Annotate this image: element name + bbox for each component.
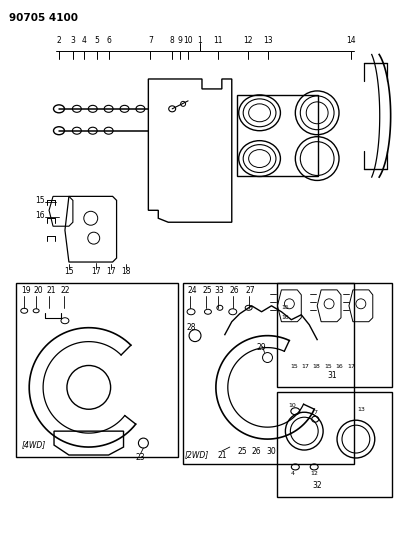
Text: 25: 25 bbox=[203, 286, 213, 295]
Text: 15: 15 bbox=[281, 305, 289, 310]
Text: 19: 19 bbox=[21, 286, 31, 295]
Text: 17: 17 bbox=[91, 268, 101, 277]
Text: [4WD]: [4WD] bbox=[21, 441, 45, 449]
Text: 30: 30 bbox=[267, 447, 276, 456]
Text: 10: 10 bbox=[289, 403, 296, 408]
Text: 9: 9 bbox=[178, 36, 183, 45]
Text: 15: 15 bbox=[291, 364, 298, 369]
Bar bbox=[277, 392, 392, 497]
Text: 31: 31 bbox=[327, 371, 337, 380]
Text: 27: 27 bbox=[246, 286, 255, 295]
Text: 4: 4 bbox=[81, 36, 86, 45]
Text: 14: 14 bbox=[346, 36, 356, 45]
Text: 25: 25 bbox=[238, 447, 248, 456]
Text: 15: 15 bbox=[324, 364, 332, 369]
Text: 15: 15 bbox=[35, 196, 45, 205]
Bar bbox=[183, 283, 354, 464]
Text: 3: 3 bbox=[70, 36, 75, 45]
Text: 17: 17 bbox=[106, 268, 115, 277]
Text: 16: 16 bbox=[281, 315, 289, 320]
Text: 7: 7 bbox=[313, 410, 317, 415]
Text: 15: 15 bbox=[64, 268, 74, 277]
Text: 24: 24 bbox=[187, 286, 197, 295]
Text: 5: 5 bbox=[94, 36, 99, 45]
Text: 21: 21 bbox=[46, 286, 56, 295]
Text: 26: 26 bbox=[252, 447, 261, 456]
Text: 18: 18 bbox=[312, 364, 320, 369]
Bar bbox=[237, 95, 318, 176]
Text: 12: 12 bbox=[243, 36, 252, 45]
Bar bbox=[16, 283, 178, 457]
Text: 10: 10 bbox=[183, 36, 193, 45]
Text: 8: 8 bbox=[170, 36, 175, 45]
Text: 33: 33 bbox=[215, 286, 224, 295]
Text: 20: 20 bbox=[33, 286, 43, 295]
Text: 29: 29 bbox=[257, 343, 266, 352]
Bar bbox=[277, 283, 392, 387]
Text: 13: 13 bbox=[263, 36, 272, 45]
Text: 7: 7 bbox=[148, 36, 153, 45]
Text: [2WD]: [2WD] bbox=[185, 450, 209, 459]
Text: 22: 22 bbox=[61, 286, 70, 295]
Text: 23: 23 bbox=[136, 453, 145, 462]
Text: 4: 4 bbox=[291, 471, 295, 477]
Text: 17: 17 bbox=[301, 364, 309, 369]
Text: 32: 32 bbox=[312, 481, 322, 490]
Text: 28: 28 bbox=[186, 323, 195, 332]
Text: 11: 11 bbox=[213, 36, 222, 45]
Text: 6: 6 bbox=[106, 36, 111, 45]
Text: 17: 17 bbox=[347, 364, 355, 369]
Text: 21: 21 bbox=[217, 450, 226, 459]
Text: 16: 16 bbox=[35, 211, 45, 220]
Text: 12: 12 bbox=[310, 471, 318, 477]
Text: 1: 1 bbox=[198, 36, 202, 45]
Text: 90705 4100: 90705 4100 bbox=[9, 13, 78, 23]
Text: 18: 18 bbox=[121, 268, 130, 277]
Text: 2: 2 bbox=[57, 36, 61, 45]
Text: 26: 26 bbox=[230, 286, 240, 295]
Text: 16: 16 bbox=[335, 364, 343, 369]
Text: 13: 13 bbox=[357, 407, 365, 412]
